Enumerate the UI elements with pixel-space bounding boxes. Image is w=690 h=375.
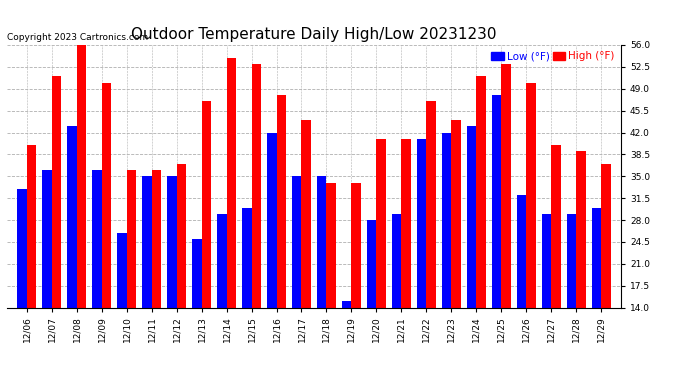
Bar	[242, 207, 252, 308]
Bar	[217, 214, 226, 308]
Bar	[101, 82, 111, 308]
Bar	[476, 76, 486, 308]
Bar	[17, 189, 27, 308]
Bar	[127, 170, 136, 308]
Bar	[576, 151, 586, 308]
Bar	[376, 139, 386, 308]
Bar	[351, 183, 361, 308]
Bar	[566, 214, 576, 308]
Bar	[526, 82, 535, 308]
Legend: Low (°F), High (°F): Low (°F), High (°F)	[490, 50, 615, 62]
Bar	[417, 139, 426, 308]
Bar	[192, 239, 201, 308]
Bar	[591, 207, 601, 308]
Bar	[117, 232, 127, 308]
Bar	[167, 176, 177, 308]
Bar	[152, 170, 161, 308]
Bar	[542, 214, 551, 308]
Bar	[302, 120, 311, 308]
Bar	[317, 176, 326, 308]
Bar	[252, 64, 261, 308]
Bar	[27, 145, 37, 308]
Bar	[326, 183, 336, 308]
Bar	[52, 76, 61, 308]
Bar	[77, 39, 86, 308]
Bar	[142, 176, 152, 308]
Text: Copyright 2023 Cartronics.com: Copyright 2023 Cartronics.com	[7, 33, 148, 42]
Bar	[367, 220, 376, 308]
Bar	[451, 120, 461, 308]
Bar	[201, 101, 211, 308]
Bar	[277, 95, 286, 308]
Bar	[267, 132, 277, 308]
Bar	[601, 164, 611, 308]
Bar	[392, 214, 402, 308]
Bar	[517, 195, 526, 308]
Bar	[226, 57, 236, 308]
Title: Outdoor Temperature Daily High/Low 20231230: Outdoor Temperature Daily High/Low 20231…	[131, 27, 497, 42]
Bar	[442, 132, 451, 308]
Bar	[492, 95, 501, 308]
Bar	[342, 301, 351, 307]
Bar	[501, 64, 511, 308]
Bar	[551, 145, 560, 308]
Bar	[42, 170, 52, 308]
Bar	[426, 101, 436, 308]
Bar	[466, 126, 476, 308]
Bar	[402, 139, 411, 308]
Bar	[177, 164, 186, 308]
Bar	[68, 126, 77, 308]
Bar	[92, 170, 101, 308]
Bar	[292, 176, 302, 308]
